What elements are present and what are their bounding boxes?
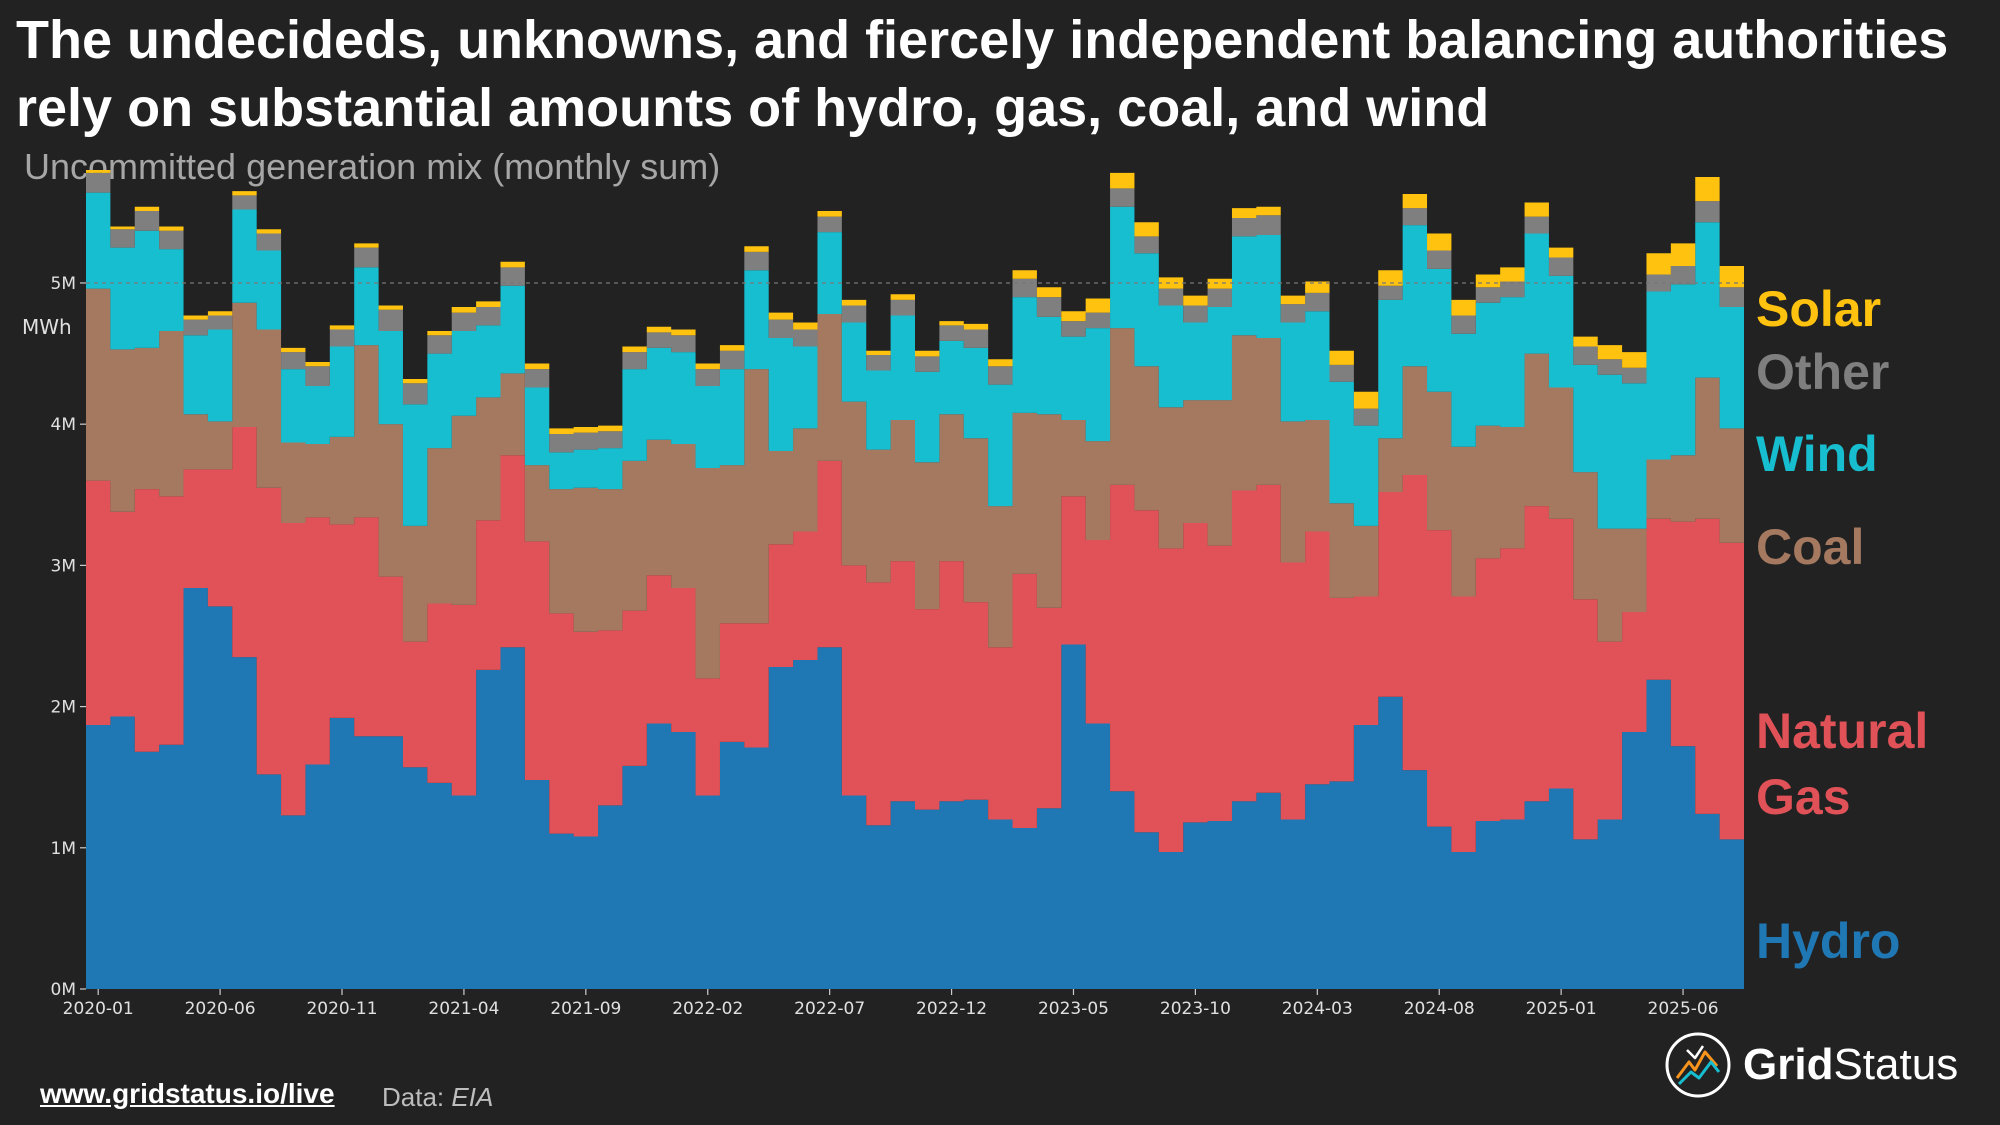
- x-tick-label: 2022-07: [794, 999, 865, 1019]
- x-tick-label: 2023-10: [1160, 999, 1231, 1019]
- y-tick-label: 1M: [51, 839, 76, 859]
- chart-title: The undecideds, unknowns, and fiercely i…: [16, 10, 1949, 138]
- x-tick-label: 2021-09: [550, 999, 621, 1019]
- chart-series-labels: Solar Other Wind Coal Natural Gas Hydro: [1756, 281, 1928, 969]
- y-axis-label: MWh: [22, 315, 72, 339]
- data-source: Data: EIA: [382, 1082, 493, 1113]
- x-tick-label: 2022-02: [672, 999, 743, 1019]
- x-tick-label: 2024-08: [1404, 999, 1475, 1019]
- series-label-coal: Coal: [1756, 519, 1864, 575]
- y-tick-label: 2M: [51, 698, 76, 718]
- stacked-area-chart: 0M 1M 2M 3M 4M 5M MWh 2020-01 2020-06 2020-11 2021…: [22, 170, 1928, 1019]
- chart-axes: 0M 1M 2M 3M 4M 5M MWh 2020-01 2020-06 2020-11 2021…: [22, 274, 1719, 1019]
- gridstatus-live-link[interactable]: www.gridstatus.io/live: [40, 1078, 335, 1109]
- data-source-prefix: Data:: [382, 1082, 445, 1112]
- series-other-area: [86, 172, 1744, 453]
- x-tick-label: 2020-01: [63, 999, 134, 1019]
- x-tick-label: 2020-11: [306, 999, 377, 1019]
- x-tick-label: 2025-01: [1526, 999, 1597, 1019]
- y-tick-label: 0M: [51, 980, 76, 1000]
- gridstatus-wordmark: GridStatus: [1743, 1040, 1958, 1090]
- brand-name-bold: Grid: [1743, 1040, 1834, 1089]
- x-tick-label: 2024-03: [1282, 999, 1353, 1019]
- gridstatus-logo-icon: [1665, 1032, 1731, 1098]
- x-tick-label: 2021-04: [428, 999, 499, 1019]
- chart-subtitle: Uncommitted generation mix (monthly sum): [24, 146, 721, 187]
- x-tick-label: 2025-06: [1648, 999, 1719, 1019]
- y-tick-label: 4M: [51, 415, 76, 435]
- brand-name-light: Status: [1833, 1040, 1959, 1089]
- series-label-other: Other: [1756, 344, 1889, 400]
- series-label-natural-gas: Natural Gas: [1756, 703, 1928, 825]
- series-label-hydro: Hydro: [1756, 913, 1900, 969]
- x-tick-label: 2022-12: [916, 999, 987, 1019]
- series-label-wind: Wind: [1756, 426, 1878, 482]
- chart-series-layer: [86, 170, 1744, 989]
- series-label-solar: Solar: [1756, 281, 1881, 337]
- gridstatus-brand: GridStatus: [1665, 1030, 1958, 1100]
- x-tick-label: 2023-05: [1038, 999, 1109, 1019]
- x-tick-label: 2020-06: [185, 999, 256, 1019]
- y-tick-label: 5M: [51, 274, 76, 294]
- data-source-name: EIA: [451, 1082, 494, 1112]
- series-hydro-area: [86, 587, 1744, 989]
- y-tick-label: 3M: [51, 556, 76, 576]
